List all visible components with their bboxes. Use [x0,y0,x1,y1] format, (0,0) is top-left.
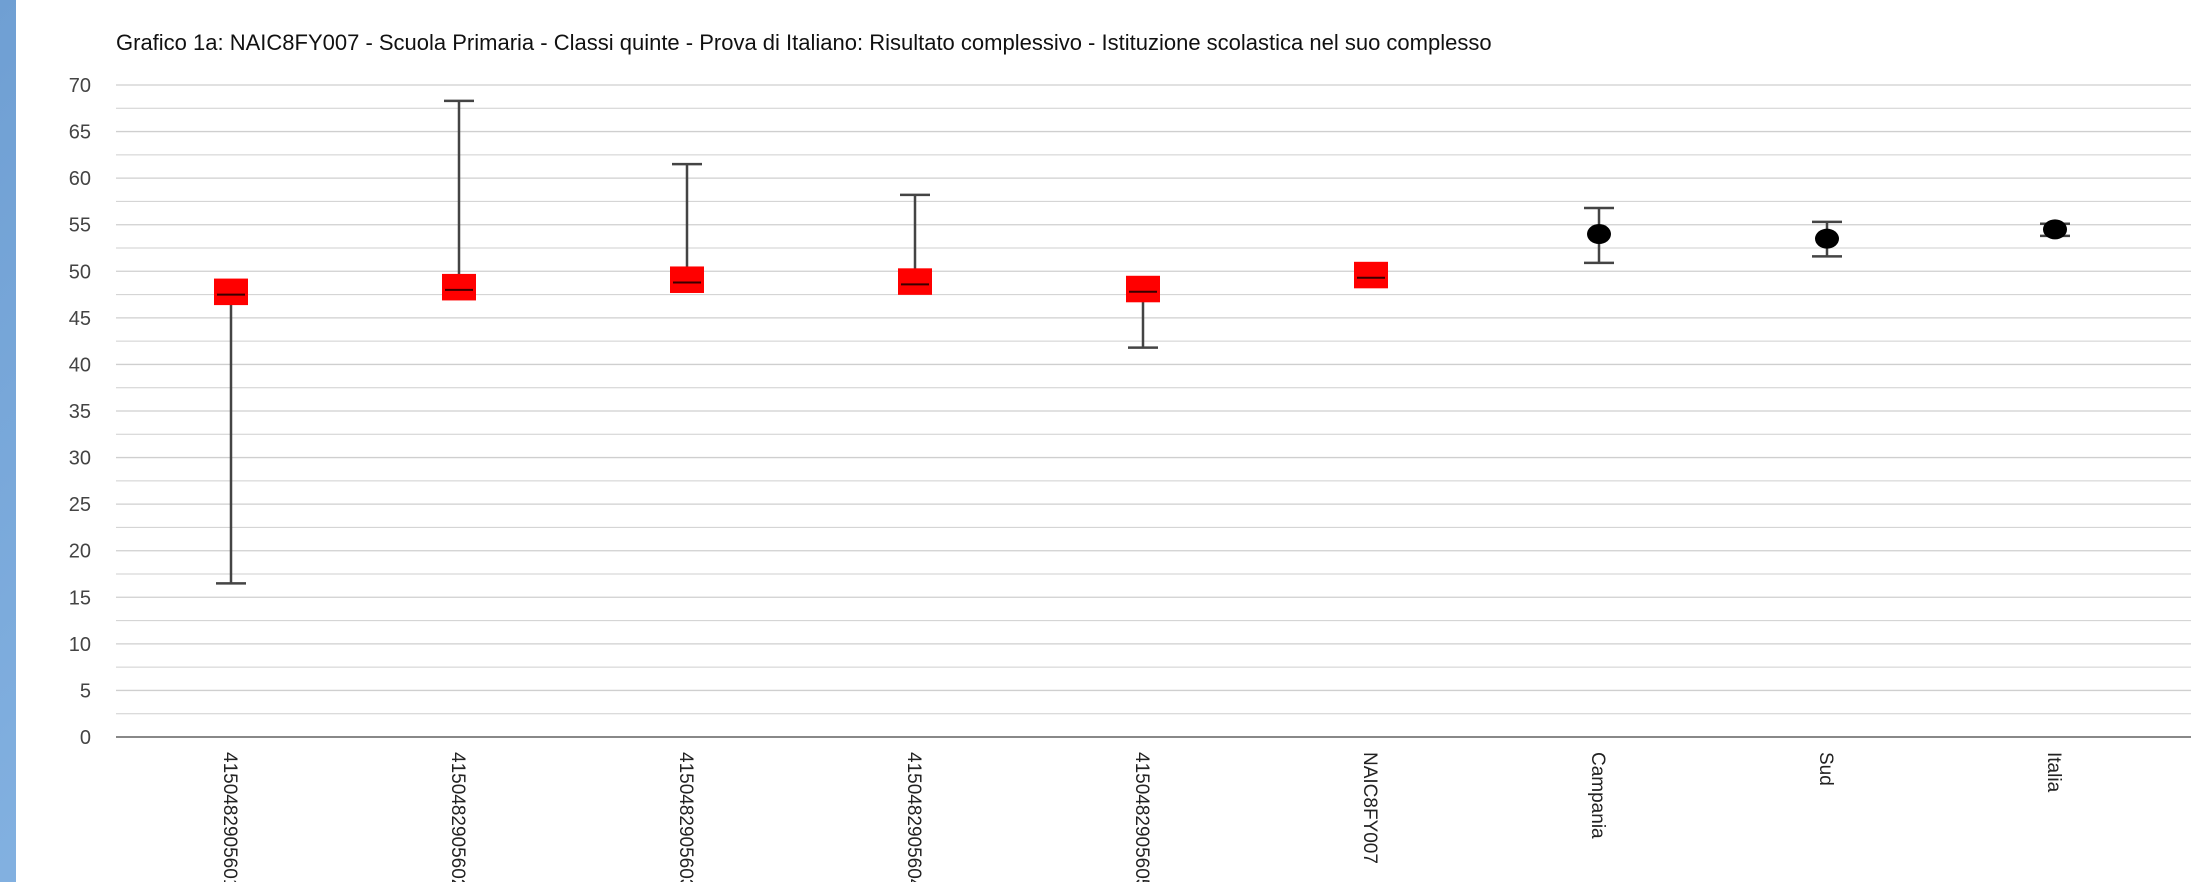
x-category-label: Italia [2043,752,2064,793]
data-point-square [1354,261,1388,289]
chart-plot: 0 5 10 15 20 25 30 35 40 45 50 55 60 65 70 41504829056… [69,75,2191,882]
data-point-square [898,268,932,295]
chart-title: Grafico 1a: NAIC8FY007 - Scuola Primaria… [116,30,1492,55]
y-axis-ticks: 0 5 10 15 20 25 30 35 40 45 50 55 60 65 70 [69,75,91,749]
x-category-label: 4150482905602 [447,752,468,882]
y-tick-label: 20 [69,541,91,563]
x-category-label: 4150482905604 [903,752,924,882]
data-point-square [214,278,248,306]
data-point-square [442,273,476,301]
y-tick-label: 45 [69,308,91,330]
x-category-label: 4150482905601 [219,752,240,882]
y-tick-label: 10 [69,634,91,656]
data-point-circle [1587,224,1611,245]
y-tick-label: 55 [69,215,91,237]
y-tick-label: 40 [69,354,91,376]
data-point-circle [1815,228,1839,249]
chart-panel: Grafico 1a: NAIC8FY007 - Scuola Primaria… [16,0,2191,882]
y-tick-label: 15 [69,587,91,609]
y-tick-label: 70 [69,75,91,97]
y-tick-label: 30 [69,448,91,470]
x-category-label: 4150482905605 [1131,752,1152,882]
x-axis-labels: 4150482905601 4150482905602 4150482905603 4… [219,752,2064,882]
y-tick-label: 50 [69,261,91,283]
y-tick-label: 25 [69,494,91,516]
y-tick-label: 35 [69,401,91,423]
data-point-square [670,266,704,293]
y-tick-label: 0 [80,727,91,749]
error-bars [216,99,2070,585]
data-markers [214,219,2067,306]
y-tick-label: 5 [80,680,91,702]
x-category-label: 4150482905603 [675,752,696,882]
x-category-label: NAIC8FY007 [1359,752,1380,864]
y-tick-label: 65 [69,122,91,144]
x-category-label: Campania [1587,752,1608,839]
x-category-label: Sud [1815,752,1836,786]
data-point-square [1126,275,1160,303]
data-point-circle [2043,219,2067,240]
y-tick-label: 60 [69,168,91,190]
grid-layer [116,84,2191,738]
